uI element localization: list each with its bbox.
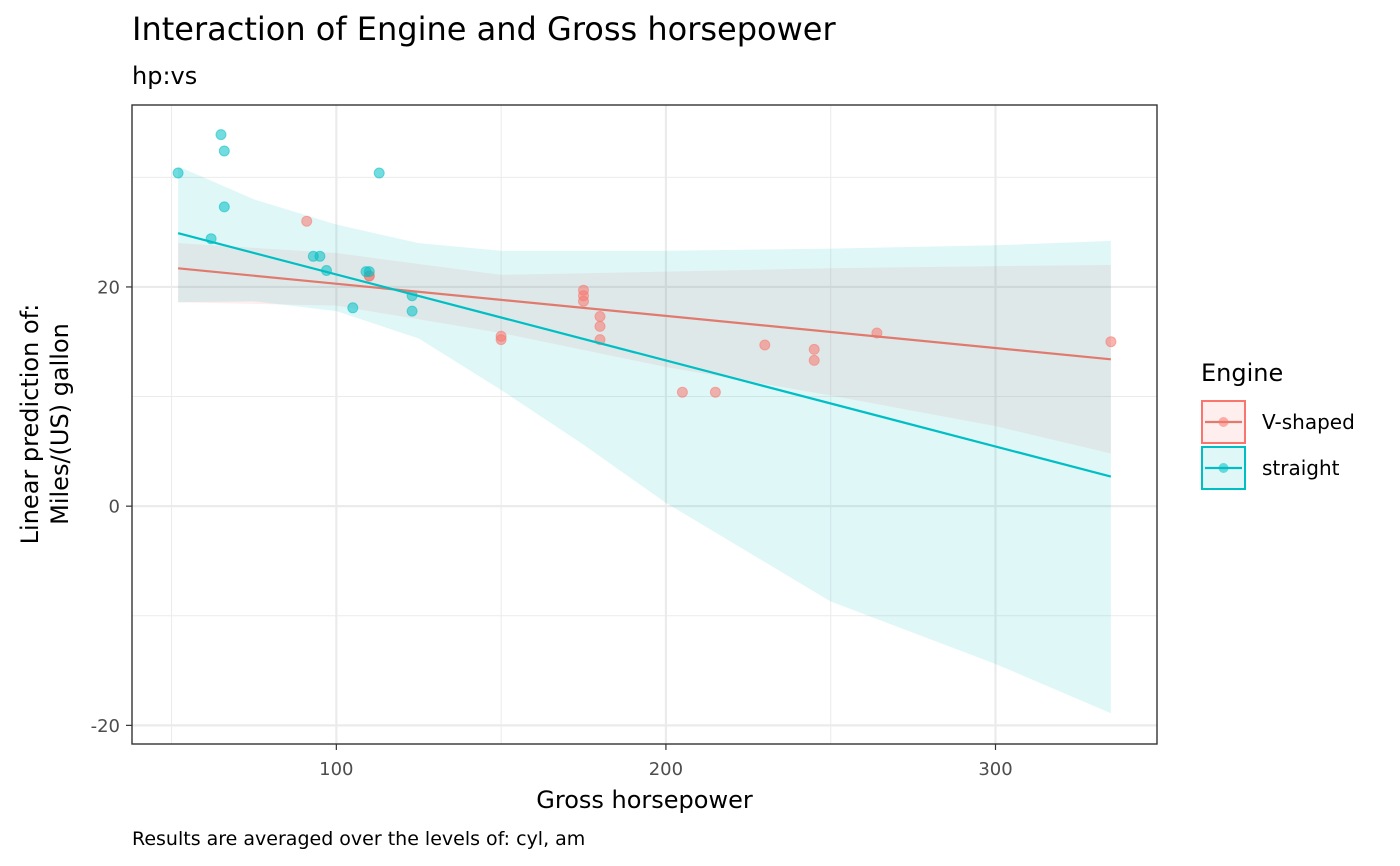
y-axis-title-line2: Miles/(US) gallon — [46, 323, 74, 525]
data-point-v-shaped — [1105, 336, 1117, 348]
ci-band-straight — [178, 166, 1111, 714]
data-point-v-shaped — [759, 339, 771, 351]
data-point-v-shaped — [578, 295, 589, 307]
panel-background — [132, 105, 1157, 744]
x-tick-label: 200 — [649, 759, 683, 780]
y-tick-label: 20 — [97, 277, 120, 298]
data-point-straight — [347, 302, 359, 314]
data-point-straight — [218, 145, 230, 157]
y-axis-title-line1: Linear prediction of: — [16, 304, 44, 545]
y-axis: -20 0 20 — [91, 277, 132, 737]
data-point-v-shaped — [709, 386, 721, 398]
data-point-straight — [218, 201, 230, 213]
data-point-straight — [373, 167, 385, 179]
data-points — [172, 129, 1117, 398]
y-axis-title: Linear prediction of: Miles/(US) gallon — [16, 304, 74, 545]
chart-subtitle: hp:vs — [132, 62, 197, 90]
x-axis: 100 200 300 — [319, 744, 1013, 780]
data-point-v-shaped — [808, 354, 820, 366]
legend-key-point-v-shaped — [1218, 417, 1229, 427]
x-axis-title: Gross horsepower — [536, 786, 753, 814]
data-point-straight — [363, 266, 375, 278]
plot-panel — [131, 104, 1158, 745]
grid-minor — [132, 105, 1157, 744]
fit-line-v-shaped — [178, 267, 1111, 361]
panel-border — [131, 104, 1158, 745]
data-point-v-shaped — [301, 215, 313, 227]
data-point-straight — [172, 167, 184, 179]
chart-title: Interaction of Engine and Gross horsepow… — [132, 10, 836, 48]
data-point-v-shaped — [594, 311, 606, 322]
x-tick-label: 300 — [978, 759, 1012, 780]
grid-major — [132, 105, 1157, 744]
data-point-straight — [314, 250, 326, 262]
chart-caption: Results are averaged over the levels of:… — [132, 828, 585, 850]
legend: Engine V-shaped straight — [1201, 359, 1355, 490]
legend-title: Engine — [1201, 359, 1283, 387]
fit-lines — [177, 232, 1112, 478]
y-tick-label: 0 — [109, 497, 120, 518]
fit-line-straight — [177, 232, 1112, 478]
data-point-v-shaped — [676, 386, 688, 398]
y-tick-label: -20 — [91, 716, 120, 737]
data-point-straight — [215, 129, 227, 141]
data-point-v-shaped — [594, 320, 606, 332]
data-point-v-shaped — [808, 343, 820, 355]
legend-label-straight: straight — [1262, 456, 1340, 480]
legend-label-v-shaped: V-shaped — [1262, 410, 1355, 434]
data-point-v-shaped — [495, 334, 507, 346]
x-tick-label: 100 — [319, 759, 353, 780]
legend-key-point-straight — [1218, 463, 1229, 473]
data-point-straight — [406, 305, 418, 317]
